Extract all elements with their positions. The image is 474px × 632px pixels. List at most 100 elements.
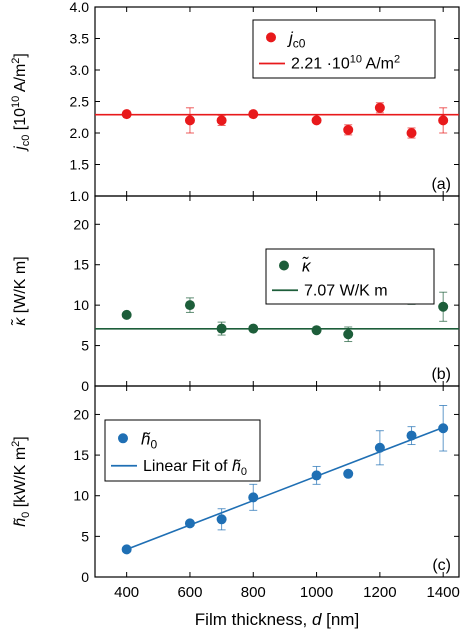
- x-tick-label: 1000: [300, 584, 333, 601]
- legend-box: [104, 419, 261, 482]
- y-axis-label: jc0 [1010 A/m2]: [10, 53, 32, 152]
- y-label-symbol: κ̃: [9, 317, 29, 326]
- y-label-symbol: j: [12, 146, 29, 152]
- y-tick-label: 10: [73, 488, 89, 504]
- y-label-close: ]: [12, 436, 29, 440]
- data-point: [216, 323, 227, 334]
- legend-label-fit: 2.21 ·1010 A/m2: [291, 54, 400, 73]
- data-point: [184, 300, 195, 311]
- legend: jc0 2.21 ·1010 A/m2: [252, 19, 436, 79]
- fit-line: [126, 426, 444, 551]
- legend-fit-subscript: 0: [241, 466, 247, 478]
- legend-marker: [118, 433, 128, 444]
- y-label-subscript: 0: [20, 512, 32, 518]
- x-label-variable: d: [312, 610, 322, 629]
- y-tick-label: 5: [81, 338, 89, 354]
- y-label-text: [kW/K m: [12, 447, 29, 512]
- data-point: [438, 115, 449, 126]
- legend-fit-superscript: 10: [350, 54, 362, 66]
- legend-box: [265, 248, 435, 305]
- panel-label: (a): [431, 176, 451, 193]
- data-point: [248, 323, 259, 334]
- x-tick-label: 600: [177, 584, 202, 601]
- y-tick-label: 3.0: [70, 62, 90, 78]
- data-point: [438, 301, 449, 312]
- y-tick-label: 5: [81, 528, 89, 544]
- data-point: [184, 518, 195, 529]
- data-point: [311, 470, 322, 481]
- legend-symbol: h̃: [141, 429, 151, 448]
- legend-label-fit: 7.07 W/K m: [304, 282, 388, 299]
- x-tick-label: 800: [241, 584, 266, 601]
- panel-label: (c): [432, 557, 451, 574]
- x-tick-label: 1200: [363, 584, 396, 601]
- y-tick-label: 1.0: [70, 188, 90, 204]
- y-tick-label: 0: [81, 378, 89, 394]
- legend-fit-unit: A/m: [362, 56, 394, 73]
- y-tick-label: 0: [81, 569, 89, 585]
- y-tick-label: 2.0: [70, 125, 90, 141]
- legend-marker: [266, 32, 276, 43]
- data-point: [184, 115, 195, 126]
- data-point: [121, 309, 132, 320]
- x-label-unit: [nm]: [321, 610, 359, 629]
- data-point: [121, 109, 132, 120]
- legend-fit-text: 2.21 ·10: [291, 56, 350, 73]
- data-point: [248, 492, 259, 503]
- data-point: [343, 124, 354, 135]
- legend-label-points: h̃0: [141, 429, 157, 451]
- y-label-close: ]: [12, 53, 29, 57]
- y-tick-label: 3.5: [70, 31, 90, 47]
- y-tick-label: 20: [73, 406, 89, 422]
- panel-label: (b): [431, 366, 451, 383]
- y-axis-label: h̃0 [kW/K m2]: [10, 436, 32, 527]
- legend-symbol: j: [287, 28, 294, 47]
- y-label-unit-superscript: 2: [10, 58, 22, 64]
- data-point: [374, 442, 385, 453]
- y-label-subscript: c0: [20, 135, 32, 147]
- legend-label-points: jc0: [287, 28, 306, 50]
- data-point: [248, 109, 259, 120]
- data-point: [216, 514, 227, 525]
- y-tick-label: 20: [73, 216, 89, 232]
- data-point: [216, 115, 227, 126]
- plot-frame: [94, 385, 460, 578]
- y-label-symbol: h̃: [12, 517, 29, 526]
- legend-fit-text: Linear Fit of: [143, 458, 232, 475]
- legend-fit-text: 7.07 W/K m: [304, 282, 388, 299]
- legend-label-fit: Linear Fit of h̃0: [143, 457, 247, 477]
- data-point: [121, 544, 132, 555]
- y-tick-label: 4.0: [70, 0, 90, 15]
- y-axis-label: κ̃ [W/K m]: [9, 256, 29, 325]
- y-label-text: [10: [12, 108, 29, 135]
- y-label-superscript: 10: [10, 96, 22, 108]
- legend-subscript: 0: [150, 437, 157, 451]
- y-label-unit: A/m: [12, 64, 29, 96]
- y-tick-label: 1.5: [70, 157, 90, 173]
- data-point: [406, 430, 417, 441]
- legend-box: [252, 19, 436, 79]
- x-axis-label: Film thickness, d [nm]: [195, 610, 359, 629]
- legend: κ̃ 7.07 W/K m: [265, 248, 435, 305]
- y-label-superscript: 2: [10, 441, 22, 447]
- y-tick-label: 15: [73, 257, 89, 273]
- legend-label-points: κ̃: [302, 256, 313, 276]
- legend-fit-symbol: h̃: [232, 457, 241, 474]
- y-tick-label: 2.5: [70, 94, 90, 110]
- data-point: [343, 329, 354, 340]
- y-tick-label: 10: [73, 297, 89, 313]
- y-tick-label: 15: [73, 447, 89, 463]
- x-tick-label: 1400: [426, 584, 459, 601]
- data-point: [311, 115, 322, 126]
- data-point: [406, 128, 417, 138]
- x-tick-label: 400: [114, 584, 139, 601]
- legend-fit-unit-superscript: 2: [394, 54, 400, 66]
- data-point: [311, 325, 322, 336]
- data-point: [343, 468, 354, 479]
- x-label-text: Film thickness,: [195, 610, 312, 629]
